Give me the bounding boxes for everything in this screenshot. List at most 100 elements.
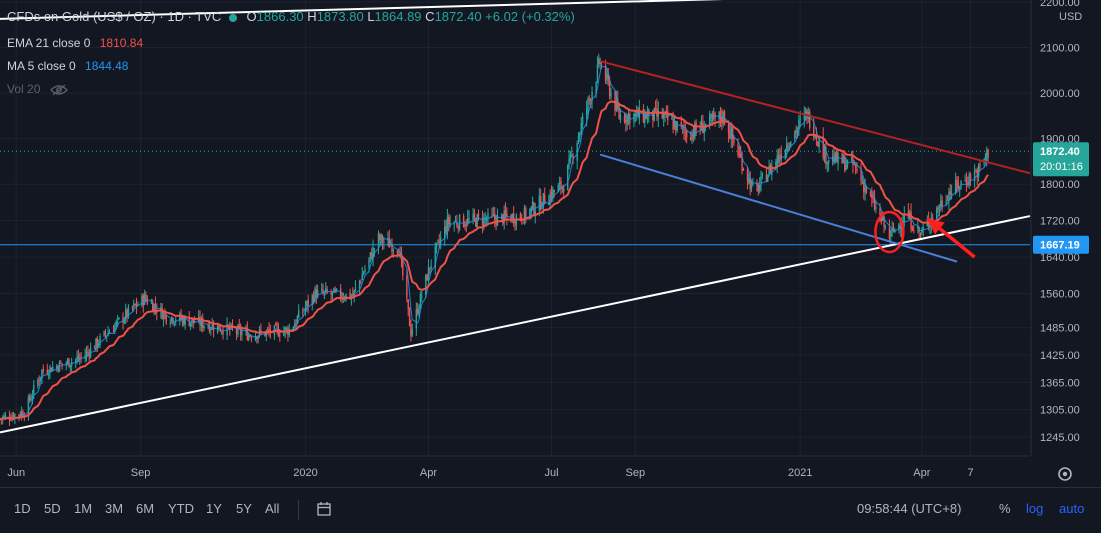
gear-icon xyxy=(1058,467,1072,481)
toolbar-divider xyxy=(298,500,299,520)
candle-body xyxy=(104,332,107,335)
candle-body xyxy=(12,414,15,419)
candle-body xyxy=(260,330,262,332)
candle-body xyxy=(383,241,385,243)
candle-body xyxy=(10,419,12,421)
candle-body xyxy=(377,233,380,248)
candle-body xyxy=(50,367,53,372)
candle-body xyxy=(293,323,296,328)
timeframe-1y[interactable]: 1Y xyxy=(206,501,222,516)
symbol-title[interactable]: CFDs on Gold (US$ / OZ) · 1D · TVC xyxy=(7,9,222,24)
candle-body xyxy=(27,397,30,418)
candle-body xyxy=(427,266,430,282)
eye-hidden-icon[interactable] xyxy=(49,84,68,96)
candle-body xyxy=(180,314,182,320)
candle-body xyxy=(879,208,881,215)
candle-body xyxy=(235,329,238,334)
candle-body xyxy=(771,165,773,175)
ma-legend[interactable]: MA 5 close 0 1844.48 xyxy=(7,59,128,73)
timeframe-3m[interactable]: 3M xyxy=(105,501,124,516)
candle-body xyxy=(746,168,749,182)
candle-body xyxy=(352,294,354,297)
candle-body xyxy=(569,154,572,161)
candle-body xyxy=(49,366,51,374)
ema-legend[interactable]: EMA 21 close 0 1810.84 xyxy=(7,36,143,50)
candle-body xyxy=(279,335,281,337)
volume-legend[interactable]: Vol 20 xyxy=(7,82,68,96)
price-chart[interactable]: 2200.002100.002000.001900.001800.001720.… xyxy=(0,0,1101,487)
candle-body xyxy=(986,149,988,158)
time-tick-label: Apr xyxy=(420,467,437,479)
candle-body xyxy=(226,323,228,336)
candle-body xyxy=(250,337,253,339)
candle-body xyxy=(665,110,668,113)
log-toggle[interactable]: log xyxy=(1026,501,1044,516)
candle-body xyxy=(757,184,760,192)
candle-body xyxy=(721,117,723,123)
price-tick-label: 1305.00 xyxy=(1040,405,1080,417)
candle-body xyxy=(37,379,39,387)
candle-body xyxy=(68,358,70,367)
market-status-dot xyxy=(228,13,237,22)
candle-body xyxy=(749,178,751,190)
timeframe-6m[interactable]: 6M xyxy=(136,501,155,516)
timeframe-1d[interactable]: 1D xyxy=(14,501,31,516)
date-range-icon[interactable] xyxy=(316,501,332,517)
candle-body xyxy=(142,295,144,306)
symbol-legend[interactable]: CFDs on Gold (US$ / OZ) · 1D · TVC O1866… xyxy=(7,9,575,24)
candle-body xyxy=(657,110,659,118)
candle-body xyxy=(796,128,799,133)
candle-body xyxy=(804,111,807,116)
candle-body xyxy=(710,115,712,117)
timeframe-ytd[interactable]: YTD xyxy=(168,501,194,516)
candle-body xyxy=(473,212,476,218)
candle-body xyxy=(615,100,618,111)
candle-body xyxy=(531,201,534,208)
candle-body xyxy=(936,208,938,219)
percent-toggle[interactable]: % xyxy=(999,501,1011,516)
timeframe-5d[interactable]: 5D xyxy=(44,501,61,516)
candle-body xyxy=(152,302,154,312)
candle-body xyxy=(241,332,243,336)
auto-toggle[interactable]: auto xyxy=(1059,501,1085,516)
candle-body xyxy=(511,214,513,221)
candle-body xyxy=(406,275,408,298)
hline-price-label-bg xyxy=(1033,235,1089,254)
timeframe-1m[interactable]: 1M xyxy=(74,501,93,516)
candle-body xyxy=(956,179,958,185)
candle-body xyxy=(741,158,743,171)
candle-body xyxy=(834,152,837,162)
candle-body xyxy=(143,293,146,305)
candle-body xyxy=(898,224,900,229)
candle-body xyxy=(141,295,143,306)
candle-body xyxy=(748,177,750,183)
ohlc-open: O1866.30 xyxy=(246,9,304,24)
candle-body xyxy=(729,133,731,140)
candle-body xyxy=(389,244,392,246)
candle-body xyxy=(873,198,876,210)
current-price-label: 1872.40 xyxy=(1040,146,1080,158)
candle-body xyxy=(694,123,696,139)
candle-body xyxy=(533,202,535,215)
time-tick-label: 7 xyxy=(967,467,973,479)
candle-body xyxy=(946,199,949,201)
candle-body xyxy=(587,97,589,110)
candle-body xyxy=(618,108,620,118)
candle-body xyxy=(362,272,365,275)
candle-body xyxy=(865,186,868,193)
candle-body xyxy=(481,217,484,226)
candle-body xyxy=(364,269,366,273)
candle-body xyxy=(396,251,399,254)
clock-timezone[interactable]: 09:58:44 (UTC+8) xyxy=(857,501,962,516)
timeframe-all[interactable]: All xyxy=(265,501,280,516)
candle-body xyxy=(604,65,607,81)
candle-body xyxy=(18,414,20,416)
timeframe-5y[interactable]: 5Y xyxy=(236,501,252,516)
candle-body xyxy=(74,359,77,362)
candle-body xyxy=(333,288,335,293)
trendlines xyxy=(0,0,1031,434)
candle-body xyxy=(785,144,788,152)
candle-body xyxy=(426,274,428,281)
candle-body xyxy=(642,108,645,122)
